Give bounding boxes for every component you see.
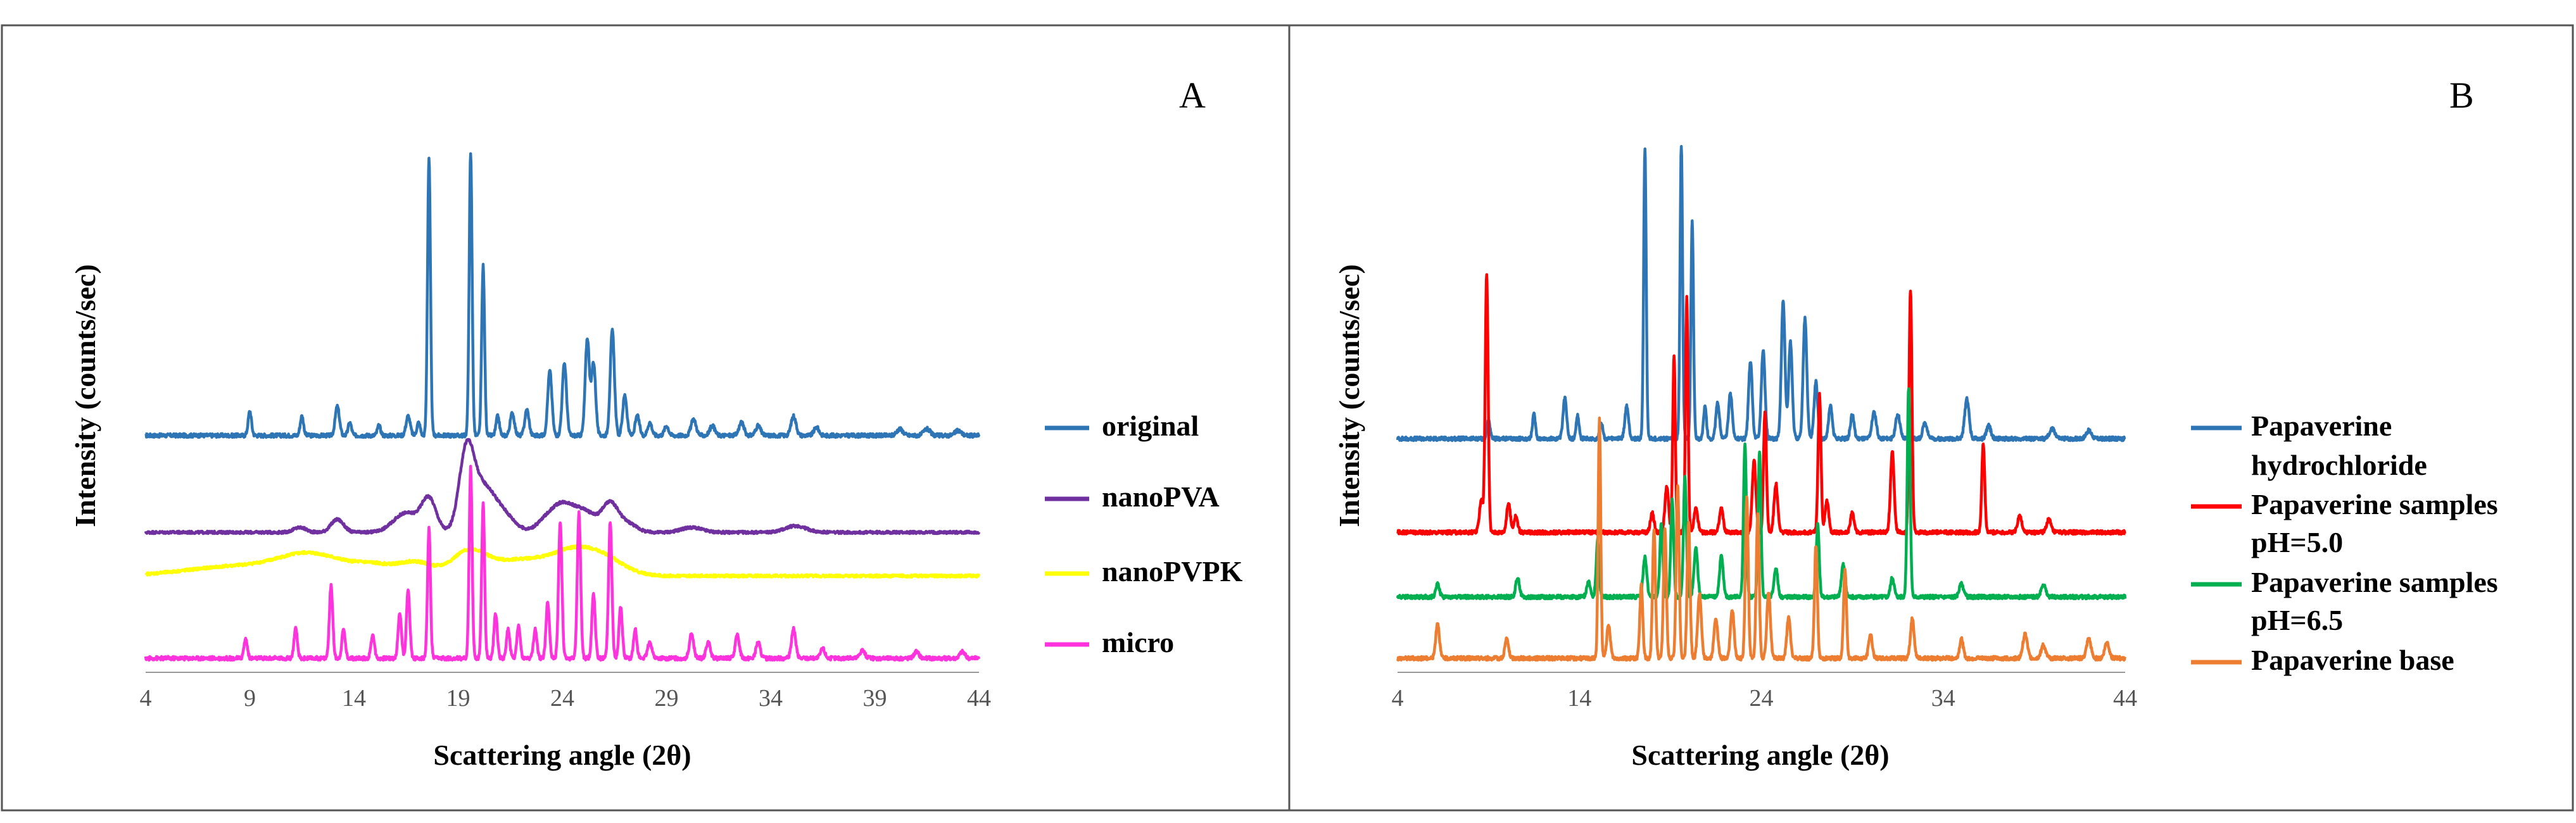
panel-b: B Intensity (counts/sec) 4 14 24 34 44 Scatt… [1333, 75, 2498, 771]
legend-label: Papaverine [2251, 410, 2392, 442]
y-axis-title-b: Intensity (counts/sec) [1333, 264, 1365, 527]
legend-label: hydrochloride [2251, 449, 2427, 481]
series-line-papaverine-hydrochloride [1396, 145, 2126, 443]
legend-label: original [1102, 410, 1199, 442]
x-axis-title-a: Scattering angle (2θ) [433, 739, 691, 771]
series-group-b [1396, 145, 2127, 662]
x-tick-label: 34 [1931, 685, 1955, 712]
x-tick-label: 14 [1567, 685, 1591, 712]
series-line-nanopva [144, 437, 981, 536]
legend-label: Papaverine base [2251, 644, 2454, 676]
x-tick-label: 9 [244, 685, 256, 712]
x-tick-label: 4 [140, 685, 152, 712]
legend-label: Papaverine samples [2251, 566, 2498, 598]
series-line-papaverine-samples-ph-6-5 [1396, 387, 2127, 601]
x-tick-label: 34 [759, 685, 783, 712]
figure-frame [1, 24, 2574, 812]
series-group-a [144, 152, 981, 662]
series-line-papaverine-base [1396, 417, 2127, 662]
x-tick-label: 39 [863, 685, 887, 712]
x-tick-label: 29 [655, 685, 679, 712]
x-tick-label: 44 [2113, 685, 2137, 712]
panel-a: A Intensity (counts/sec) 4 9 14 19 24 29 34 39 4… [69, 75, 1243, 771]
x-tick-label: 14 [342, 685, 366, 712]
x-tick-label: 44 [967, 685, 991, 712]
panel-label-a: A [1179, 75, 1206, 116]
series-line-micro [144, 465, 981, 662]
y-axis-title-a: Intensity (counts/sec) [69, 264, 101, 527]
legend-label: micro [1102, 626, 1174, 658]
x-tick-label: 4 [1392, 685, 1404, 712]
series-line-original [144, 152, 981, 439]
x-tick-label: 19 [446, 685, 470, 712]
panel-label-b: B [2449, 75, 2474, 116]
legend-label: pH=5.0 [2251, 526, 2343, 558]
x-axis-title-b: Scattering angle (2θ) [1631, 739, 1889, 771]
legend-a: original nanoPVA nanoPVPK micro [1045, 410, 1243, 658]
legend-b: Papaverine hydrochloride Papaverine sample… [2191, 410, 2498, 676]
x-tick-label: 24 [550, 685, 574, 712]
x-tick-label: 24 [1750, 685, 1774, 712]
legend-label: Papaverine samples [2251, 488, 2498, 520]
x-ticks-a: 4 9 14 19 24 29 34 39 44 [140, 685, 992, 712]
x-ticks-b: 4 14 24 34 44 [1392, 685, 2138, 712]
legend-label: nanoPVPK [1102, 555, 1243, 587]
legend-label: nanoPVA [1102, 481, 1220, 513]
legend-label: pH=6.5 [2251, 604, 2343, 636]
